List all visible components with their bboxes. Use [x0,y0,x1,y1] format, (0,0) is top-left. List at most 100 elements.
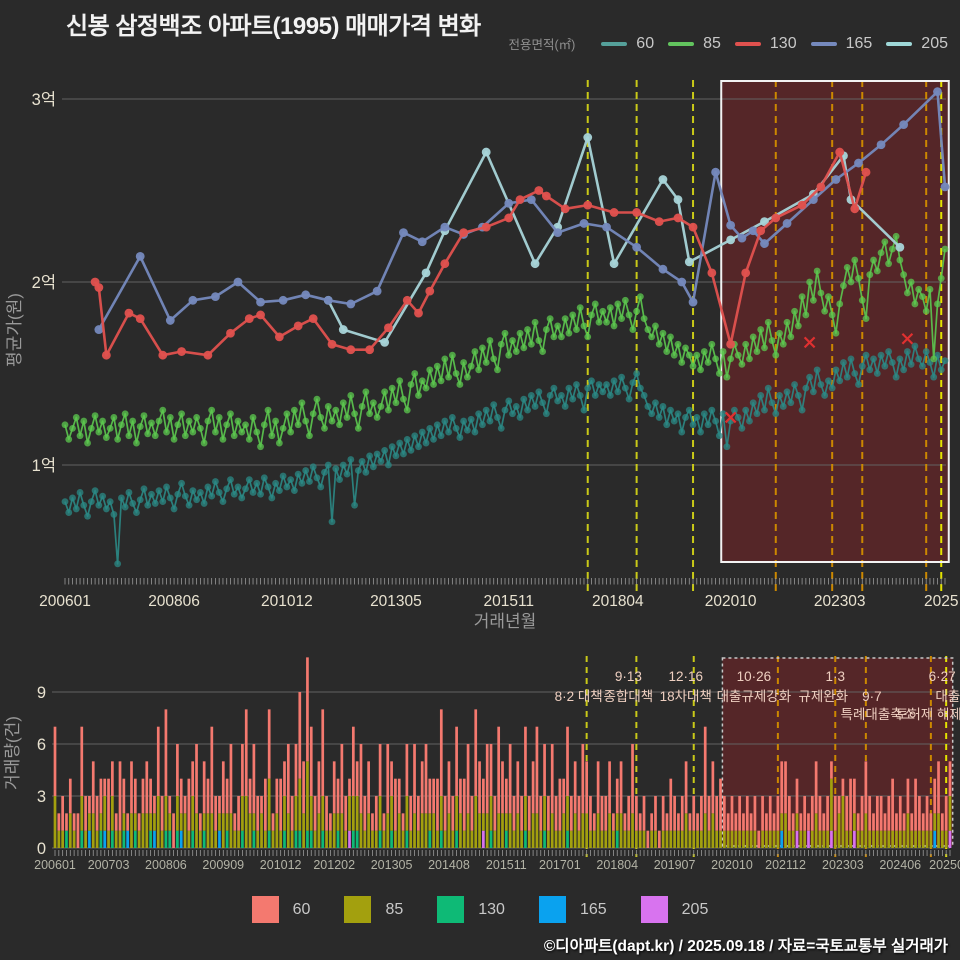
volume-bar [856,830,860,848]
x-tick-label: 202406 [879,858,921,872]
volume-bar [336,813,340,831]
volume-legend-item-130[interactable]: 130 [437,896,505,923]
x-tick-label: 202303 [822,858,864,872]
volume-bar [566,726,569,797]
volume-bar [439,796,443,831]
volume-bar [677,830,680,848]
volume-bar [145,813,149,848]
volume-bar [53,726,57,797]
legend-item-label: 205 [921,35,948,52]
volume-bar [531,813,535,848]
volume-bar [937,761,940,814]
volume-bar [367,761,370,814]
volume-bar [133,830,137,848]
volume-bar [202,830,206,848]
volume-bar [661,830,665,848]
volume-bar [615,778,619,814]
volume-bar [164,709,168,797]
volume-bar [443,830,447,848]
x-axis-title: 거래년월 [474,612,537,631]
x-tick-label: 201907 [654,858,696,872]
volume-bar [845,796,849,831]
x-tick-label: 201804 [592,593,644,610]
volume-bar [669,830,673,848]
volume-legend-item-60[interactable]: 60 [251,896,310,923]
volume-bar [623,813,627,831]
volume-bar [478,761,481,814]
volume-bar [875,796,879,831]
legend-item-label: 130 [769,35,797,52]
volume-bar [202,761,206,814]
volume-bar [172,813,175,848]
volume-bar [447,761,451,814]
volume-bar [504,813,508,831]
volume-bar [853,778,856,814]
volume-bar [547,796,550,831]
volume-bar [910,813,914,831]
volume-bar [267,830,271,848]
volume-bar [474,796,478,848]
legend-item-130[interactable]: 130 [734,35,797,53]
volume-legend-item-85[interactable]: 85 [344,896,403,923]
volume-bar [137,813,141,831]
volume-bar [114,830,118,848]
volume-bar [309,830,313,848]
legend-item-205[interactable]: 205 [886,35,948,53]
y-tick-label: 2억 [32,273,56,292]
volume-bar [738,830,741,848]
policy-annotation: 10·26 [737,669,772,684]
legend-item-85[interactable]: 85 [668,35,721,53]
volume-bar [757,830,761,848]
volume-bar [524,726,527,797]
volume-bar [348,778,351,797]
volume-bar [462,830,466,848]
volume-bar [696,830,699,848]
policy-annotation: 종합대책 [604,689,654,704]
volume-bar [489,830,493,848]
series-130-line[interactable] [90,147,871,360]
volume-bar [700,796,703,831]
volume-bar [133,813,137,831]
series-60-line[interactable] [61,342,949,568]
volume-bar [84,796,87,831]
volume-bar [795,813,799,831]
volume-bar [179,813,183,831]
volume-bar [359,744,363,814]
volume-bar [474,709,478,797]
volume-bar [566,796,569,831]
volume-bar [646,830,650,848]
volume-bar [367,813,370,848]
volume-legend-item-205[interactable]: 205 [640,896,708,923]
volume-bar [149,813,152,831]
volume-bar [306,830,309,848]
volume-bar [608,813,611,848]
volume-bar [225,813,229,831]
volume-bar [233,813,237,831]
x-tick-label: 201202 [313,858,355,872]
volume-bar [313,830,317,848]
volume-bar [883,813,887,831]
volume-bar [122,830,126,848]
volume-bar [891,830,894,848]
volume-bar [432,813,436,848]
volume-bar [722,830,726,848]
volume-bar [137,830,141,848]
x-tick-label: 201804 [596,858,638,872]
volume-bar [516,761,520,814]
legend-item-60[interactable]: 60 [601,35,654,53]
volume-legend-item-165[interactable]: 165 [538,896,607,923]
volume-bar [91,761,95,814]
volume-bar [279,778,283,831]
volume-bar [734,830,738,848]
volume-bar [290,796,294,831]
volume-bar [382,813,386,831]
volume-bar [218,813,221,831]
volume-bar [336,778,340,814]
x-tick-label: 202010 [711,858,753,872]
volume-bar [562,778,566,814]
volume-bar [910,830,914,848]
x-tick-label: 202303 [814,593,866,610]
legend-item-165[interactable]: 165 [810,35,872,53]
volume-bar [933,830,937,848]
volume-bar [833,796,837,831]
